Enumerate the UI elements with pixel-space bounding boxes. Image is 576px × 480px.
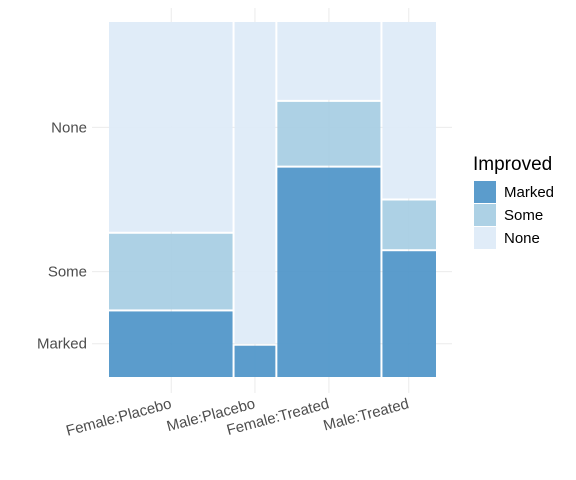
legend-title: Improved <box>473 154 552 175</box>
cell-female-treated-marked <box>277 167 381 377</box>
x-axis-ticks: Female:PlaceboMale:PlaceboFemale:Treated… <box>64 395 411 439</box>
x-tick-label-male-treated: Male:Treated <box>322 395 411 434</box>
cell-female-treated-some <box>277 101 381 166</box>
mosaic-cells <box>109 22 436 377</box>
cell-male-placebo-marked <box>234 345 276 377</box>
cell-female-placebo-marked <box>109 311 233 377</box>
cell-female-placebo-some <box>109 233 233 310</box>
legend-key-some <box>474 204 496 226</box>
cell-male-treated-some <box>382 200 436 250</box>
cell-male-placebo-none <box>234 22 276 344</box>
y-tick-label-marked: Marked <box>37 336 87 353</box>
legend-key-none <box>474 227 496 249</box>
legend-label-marked: Marked <box>504 184 554 201</box>
cell-female-placebo-none <box>109 22 233 232</box>
legend-label-none: None <box>504 230 540 247</box>
cell-male-treated-none <box>382 22 436 199</box>
cell-male-treated-marked <box>382 251 436 377</box>
y-tick-label-none: None <box>51 119 87 136</box>
legend-label-some: Some <box>504 207 543 224</box>
y-axis-ticks: Marked Some None <box>37 119 87 352</box>
cell-female-treated-none <box>277 22 381 100</box>
x-tick-label-female-placebo: Female:Placebo <box>64 395 173 439</box>
legend-key-marked <box>474 181 496 203</box>
legend: Improved Marked Some None <box>473 154 554 249</box>
y-tick-label-some: Some <box>48 264 87 281</box>
